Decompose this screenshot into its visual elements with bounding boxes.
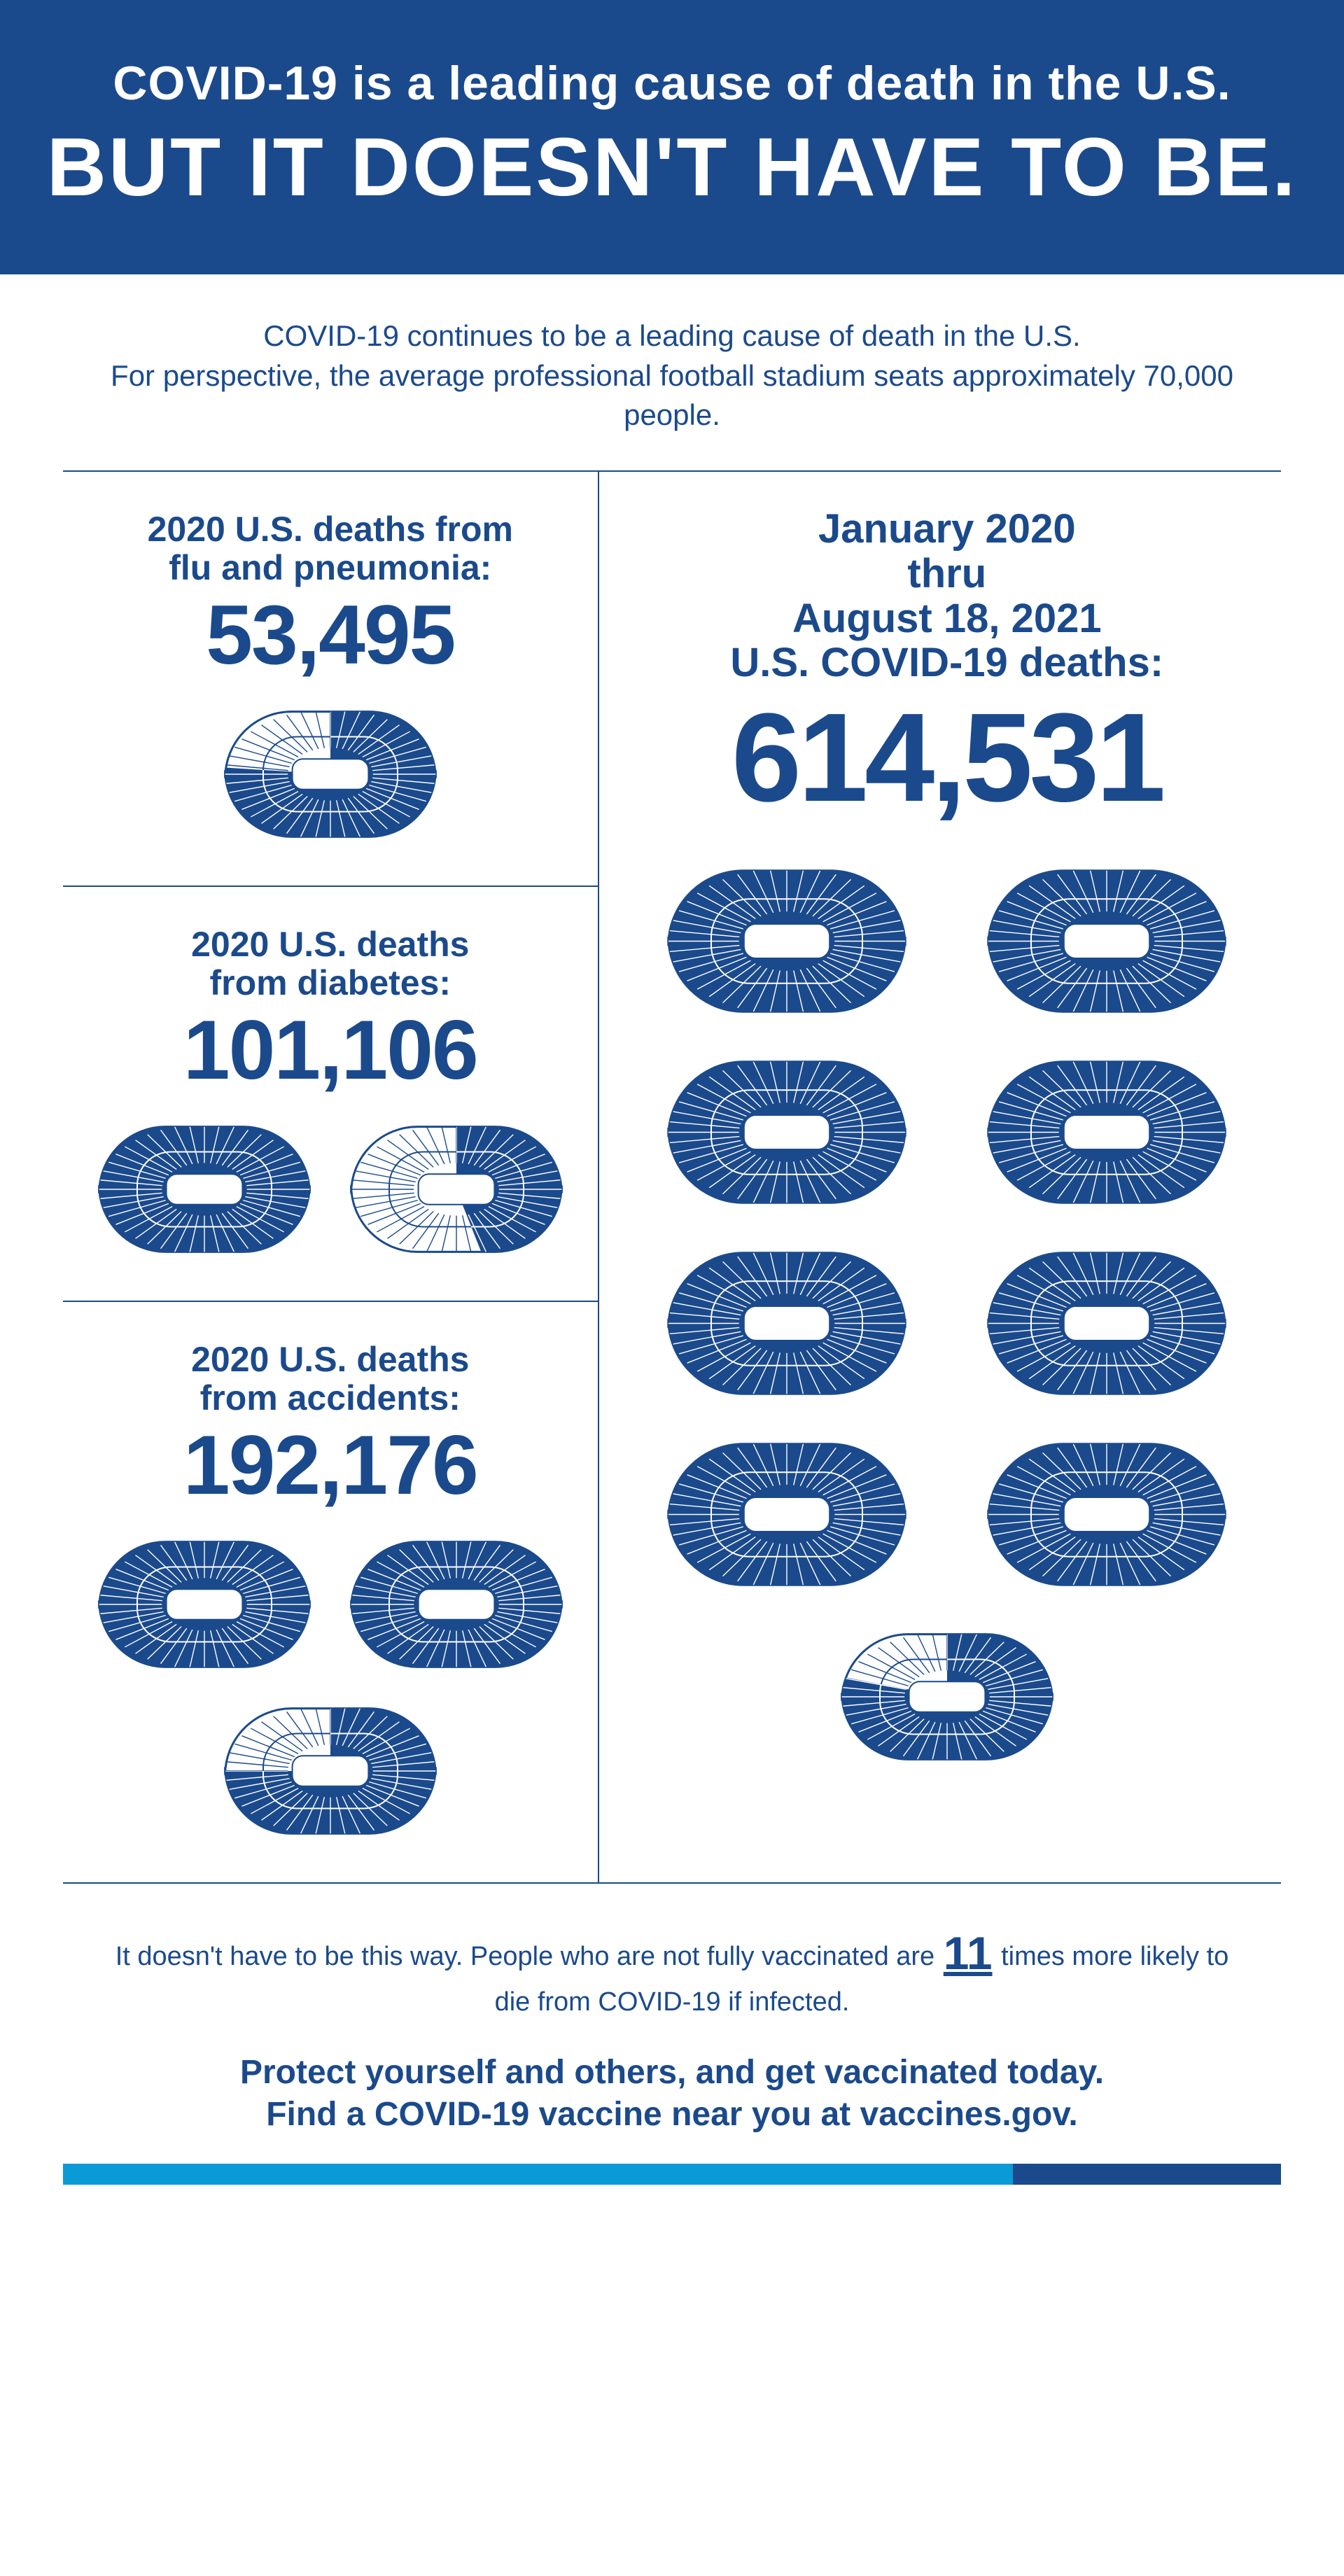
right-value: 614,531 (634, 695, 1260, 821)
stadium-wrapper (835, 1628, 1059, 1766)
footer-text-before: It doesn't have to be this way. People w… (115, 1942, 942, 1971)
footer-cta: Protect yourself and others, and get vac… (0, 2020, 1344, 2164)
bottom-bar-segment (63, 2164, 1013, 2185)
stadium-icon (981, 1054, 1233, 1210)
stadium-icon (661, 1054, 913, 1210)
stadium-icon (92, 1120, 316, 1259)
stat-cell: 2020 U.S. deaths fromflu and pneumonia: … (63, 472, 598, 886)
stadium-icon (661, 1436, 913, 1592)
stadium-wrapper (981, 1436, 1233, 1592)
stadium-row (77, 705, 584, 844)
stadium-icon (661, 1245, 913, 1401)
bottom-accent-bar (63, 2164, 1281, 2185)
stadium-wrapper (661, 1245, 913, 1401)
stadium-icon (835, 1628, 1059, 1766)
header-line1: COVID-19 is a leading cause of death in … (28, 56, 1316, 111)
stadium-row (77, 1702, 584, 1840)
stadium-wrapper (661, 1436, 913, 1592)
stat-label: 2020 U.S. deathsfrom diabetes: (77, 925, 584, 1002)
right-label-line4: U.S. COVID-19 deaths: (730, 640, 1163, 685)
stat-cell: 2020 U.S. deathsfrom accidents: 192,176 (63, 1301, 598, 1882)
bottom-bar-segment (1013, 2164, 1281, 2185)
right-label: January 2020 thru August 18, 2021 U.S. C… (634, 507, 1260, 685)
right-label-line2: thru (907, 551, 986, 596)
footer-text: It doesn't have to be this way. People w… (0, 1884, 1344, 2020)
right-label-line1: January 2020 (818, 506, 1076, 552)
stadium-icon (661, 863, 913, 1019)
intro-line2: For perspective, the average professiona… (111, 359, 1233, 432)
stadium-wrapper (661, 863, 913, 1019)
footer-cta-line1: Protect yourself and others, and get vac… (240, 2054, 1104, 2091)
stadium-row (77, 1120, 584, 1259)
stadium-icon (981, 1245, 1233, 1401)
right-column: January 2020 thru August 18, 2021 U.S. C… (599, 472, 1281, 1882)
main-grid: 2020 U.S. deaths fromflu and pneumonia: … (63, 472, 1281, 1882)
stadium-wrapper (981, 1245, 1233, 1401)
stadium-wrapper (661, 1054, 913, 1210)
stat-value: 53,495 (77, 593, 584, 677)
footer-cta-line2: Find a COVID-19 vaccine near you at vacc… (266, 2096, 1078, 2133)
stadium-icon (92, 1535, 316, 1674)
stadium-icon (981, 1436, 1233, 1592)
stadium-wrapper (981, 1054, 1233, 1210)
stadium-icon (218, 1702, 442, 1840)
stadium-icon (981, 863, 1233, 1019)
stat-label: 2020 U.S. deaths fromflu and pneumonia: (77, 510, 584, 587)
right-label-line3: August 18, 2021 (792, 596, 1102, 641)
left-column: 2020 U.S. deaths fromflu and pneumonia: … (63, 472, 599, 1882)
header-line2: BUT IT DOESN'T HAVE TO BE. (28, 125, 1316, 211)
header-band: COVID-19 is a leading cause of death in … (0, 0, 1344, 274)
intro-line1: COVID-19 continues to be a leading cause… (263, 319, 1080, 352)
stat-cell: 2020 U.S. deathsfrom diabetes: 101,106 (63, 886, 598, 1301)
stadium-icon (218, 705, 442, 844)
right-stadiums-grid (634, 863, 1260, 1766)
infographic-page: COVID-19 is a leading cause of death in … (0, 0, 1344, 2185)
footer-big-number: 11 (942, 1927, 994, 1979)
stadium-row (77, 1535, 584, 1674)
stat-value: 101,106 (77, 1008, 584, 1092)
stat-label: 2020 U.S. deathsfrom accidents: (77, 1340, 584, 1418)
stadium-icon (344, 1120, 568, 1259)
intro-text: COVID-19 continues to be a leading cause… (0, 274, 1344, 470)
stadium-wrapper (981, 863, 1233, 1019)
stadium-icon (344, 1535, 568, 1674)
stat-value: 192,176 (77, 1423, 584, 1507)
